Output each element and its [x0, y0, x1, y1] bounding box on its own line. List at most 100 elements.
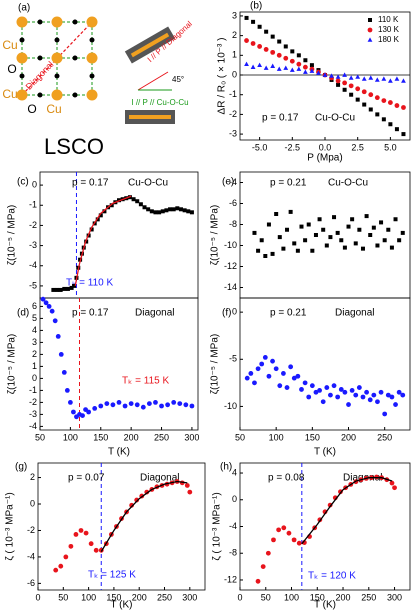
point: [281, 525, 287, 531]
point: [335, 78, 341, 84]
point: [374, 77, 380, 82]
y-tick-label: 1: [32, 361, 37, 371]
y-axis-label: ΔR / R₀ ( × 10⁻³ ): [217, 38, 228, 115]
point: [53, 567, 59, 573]
point: [386, 227, 391, 232]
point: [72, 283, 77, 288]
point: [164, 208, 169, 213]
point: [321, 227, 326, 232]
material-label: LSCO: [44, 134, 104, 159]
point: [375, 399, 380, 405]
y-tick-label: -6: [229, 198, 237, 208]
point: [393, 402, 398, 407]
plot-frame: [37, 462, 206, 591]
x-tick-label: 150: [93, 432, 108, 442]
point: [353, 392, 359, 398]
point: [116, 400, 122, 405]
point: [52, 318, 58, 324]
point: [270, 49, 276, 55]
x-axis-label: T (K): [314, 600, 336, 610]
point: [368, 107, 373, 112]
point: [46, 304, 52, 309]
point: [342, 87, 347, 92]
point: [348, 83, 354, 89]
x-tick-label: 0: [237, 592, 242, 602]
point: [244, 61, 249, 66]
point: [346, 224, 351, 229]
point: [276, 527, 282, 533]
point: [375, 243, 380, 248]
y-tick-label: -1: [29, 200, 37, 210]
y-tick-label: -8: [229, 219, 237, 229]
y-tick-label: 6: [32, 301, 37, 311]
y-tick-label: -5: [229, 354, 237, 364]
point: [401, 105, 406, 110]
annotation: p = 0.17: [262, 113, 299, 124]
fit-line: [301, 477, 393, 545]
legend-label: 110 K: [378, 15, 399, 24]
point: [317, 388, 322, 393]
point: [320, 399, 326, 405]
point: [78, 528, 84, 533]
cu-atom: [16, 89, 28, 101]
x-axis-label: P (Mpa): [307, 153, 342, 164]
point: [283, 44, 288, 49]
x-tick-label: 2.5: [351, 142, 364, 152]
point: [394, 76, 400, 81]
point: [292, 241, 297, 246]
point: [264, 29, 269, 34]
point: [178, 207, 183, 212]
x-tick-label: 200: [336, 592, 351, 602]
point: [58, 287, 63, 292]
point: [58, 352, 64, 357]
point: [335, 394, 341, 400]
point: [290, 49, 295, 54]
o-atom: [72, 92, 78, 98]
point: [342, 72, 348, 77]
o-atom: [37, 92, 43, 98]
panel-label: (g): [15, 462, 27, 473]
annotation: Diagonal: [135, 308, 174, 319]
point: [138, 202, 143, 207]
point: [375, 112, 380, 117]
plot-frame: [39, 171, 199, 299]
point: [387, 78, 393, 83]
point: [353, 241, 358, 246]
panel-label: (b): [250, 1, 262, 12]
point: [331, 383, 337, 389]
point: [394, 103, 400, 108]
point: [171, 207, 176, 212]
panel-label: (d): [17, 308, 29, 319]
point: [71, 409, 76, 415]
point: [262, 355, 268, 360]
point: [263, 47, 269, 52]
y-tick-label: 0: [30, 498, 35, 508]
point: [98, 213, 103, 218]
x-tick-label: 100: [63, 432, 78, 442]
y-tick-label: 0: [32, 179, 37, 189]
point: [364, 214, 369, 219]
point: [317, 217, 322, 222]
point: [248, 371, 254, 376]
point: [401, 78, 406, 83]
y-tick-label: -5: [29, 280, 37, 290]
point: [134, 497, 140, 503]
point: [256, 248, 261, 253]
point: [324, 385, 330, 390]
point: [255, 578, 261, 584]
y-axis-label: ζ(10⁻⁵ / MPa): [210, 334, 221, 395]
point: [122, 403, 128, 409]
point: [306, 394, 312, 400]
x-tick-label: 150: [310, 592, 325, 602]
point: [251, 19, 256, 24]
point: [355, 74, 361, 79]
x-tick-label: -2.5: [285, 142, 301, 152]
point: [374, 95, 380, 101]
annotation: Tₖ = 115 K: [122, 376, 169, 387]
point: [80, 413, 85, 418]
y-tick-label: -3: [229, 128, 237, 138]
x-tick-label: 100: [81, 592, 96, 602]
point: [266, 222, 271, 227]
x-tick-label: 200: [341, 432, 356, 442]
cu-atom: [51, 89, 63, 101]
